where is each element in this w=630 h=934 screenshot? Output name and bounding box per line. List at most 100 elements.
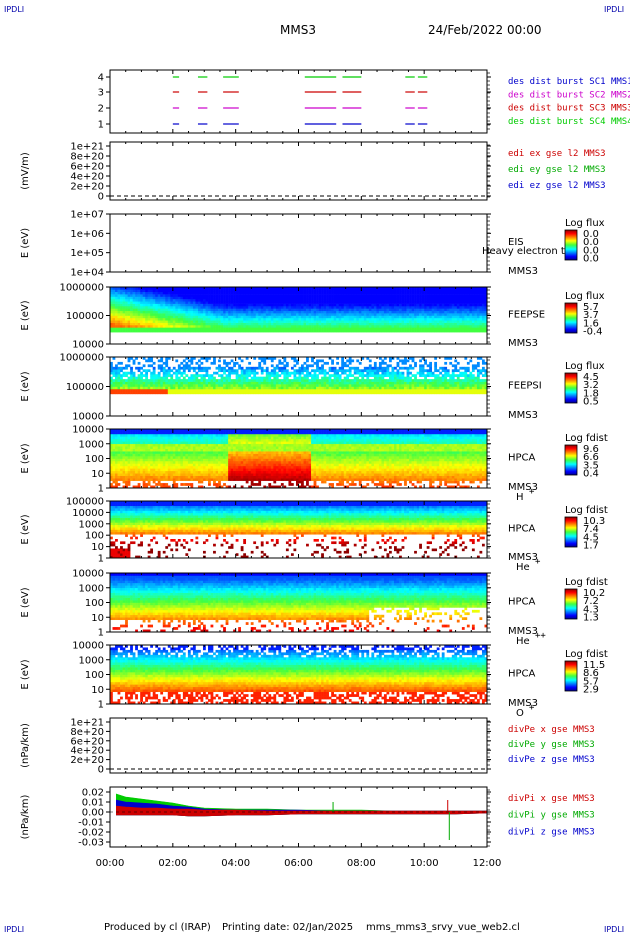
spectrogram-cell <box>225 298 229 302</box>
spectrogram-cell <box>150 381 154 385</box>
spectrogram-cell <box>368 379 372 382</box>
spectrogram-cell <box>474 366 478 370</box>
spectrogram-cell <box>220 369 224 373</box>
spectrogram-cell <box>406 376 410 380</box>
spectrogram-cell <box>228 361 231 365</box>
spectrogram-cell <box>112 357 116 360</box>
spectrogram-cell <box>361 308 365 312</box>
spectrogram-cell <box>316 325 319 328</box>
spectrogram-cell <box>152 391 156 395</box>
spectrogram-cell <box>130 310 133 314</box>
spectrogram-cell <box>285 308 289 312</box>
spectrogram-cell <box>366 374 370 377</box>
spectrogram-cell <box>288 371 292 375</box>
spectrogram-cell <box>290 313 294 316</box>
spectrogram-cell <box>195 320 199 323</box>
spectrogram-cell <box>132 317 136 321</box>
spectrogram-cell <box>132 298 136 302</box>
spectrogram-cell <box>484 303 488 307</box>
spectrogram-cell <box>426 364 430 368</box>
spectrogram-cell <box>383 379 387 382</box>
spectrogram-cell <box>145 296 148 300</box>
spectrogram-cell <box>326 301 329 304</box>
spectrogram-cell <box>416 313 420 316</box>
spectrogram-cell <box>331 391 334 395</box>
spectrogram-cell <box>353 391 357 395</box>
spectrogram-cell <box>356 359 360 363</box>
spectrogram-cell <box>233 306 236 309</box>
spectrogram-cell <box>481 374 485 377</box>
spectrogram-cell <box>285 317 289 321</box>
spectrogram-cell <box>399 379 402 382</box>
spectrogram-cell <box>235 376 239 380</box>
spectrogram-cell <box>122 291 126 295</box>
spectrogram-cell <box>366 366 370 370</box>
spectrogram-cell <box>404 366 407 370</box>
spectrogram-cell <box>348 320 352 323</box>
spectrogram-cell <box>167 296 171 300</box>
spectrogram-cell <box>200 366 204 370</box>
spectrogram-cell <box>411 325 415 328</box>
spectrogram-cell <box>459 315 463 319</box>
spectrogram-cell <box>210 289 214 293</box>
spectrogram-cell <box>381 391 385 395</box>
spectrogram-cell <box>147 320 151 323</box>
spectrogram-cell <box>461 315 465 319</box>
spectrogram-cell <box>273 329 277 333</box>
spectrogram-cell <box>426 313 430 316</box>
spectrogram-cell <box>311 298 314 302</box>
spectrogram-cell <box>192 327 196 331</box>
spectrogram-cell <box>195 388 199 392</box>
spectrogram-cell <box>202 306 206 309</box>
spectrogram-cell <box>230 306 234 309</box>
spectrogram-cell <box>326 310 329 314</box>
spectrogram-cell <box>429 369 432 373</box>
spectrogram-cell <box>361 327 365 331</box>
spectrogram-cell <box>185 315 189 319</box>
spectrogram-cell <box>346 329 350 333</box>
spectrogram-cell <box>132 315 136 319</box>
spectrogram-cell <box>170 310 174 314</box>
spectrogram-cell <box>122 327 126 331</box>
spectrogram-cell <box>424 310 427 314</box>
spectrogram-cell <box>190 381 194 385</box>
spectrogram-cell <box>348 388 352 392</box>
spectrogram-cell <box>471 315 475 319</box>
spectrogram-cell <box>157 329 161 333</box>
spectrogram-cell <box>383 327 387 331</box>
spectrogram-cell <box>368 308 372 312</box>
spectrogram-cell <box>137 325 141 328</box>
spectrogram-cell <box>391 381 395 385</box>
spectrogram-cell <box>215 289 219 293</box>
spectrogram-cell <box>348 298 352 302</box>
spectrogram-cell <box>363 287 367 290</box>
spectrogram-cell <box>301 301 304 304</box>
spectrogram-cell <box>180 310 184 314</box>
spectrogram-cell <box>278 325 282 328</box>
spectrogram-cell <box>177 287 181 290</box>
spectrogram-cell <box>127 384 131 387</box>
spectrogram-cell <box>255 386 259 390</box>
spectrogram-cell <box>127 357 131 360</box>
spectrogram-cell <box>311 364 314 368</box>
spectrogram-cell <box>155 291 159 295</box>
spectrogram-cell <box>167 369 171 373</box>
spectrogram-cell <box>202 303 206 307</box>
spectrogram-cell <box>248 361 252 365</box>
spectrogram-cell <box>122 296 126 300</box>
spectrogram-cell <box>484 388 488 392</box>
spectrogram-cell <box>346 317 350 321</box>
spectrogram-cell <box>481 379 485 382</box>
spectrogram-cell <box>195 386 199 390</box>
spectrogram-cell <box>145 386 148 390</box>
spectrogram-cell <box>228 388 231 392</box>
spectrogram-cell <box>459 298 463 302</box>
spectrogram-cell <box>172 298 176 302</box>
spectrogram-cell <box>378 320 382 323</box>
spectrogram-cell <box>243 388 247 392</box>
spectrogram-cell <box>218 306 221 309</box>
spectrogram-cell <box>343 303 347 307</box>
spectrogram-cell <box>125 366 128 370</box>
